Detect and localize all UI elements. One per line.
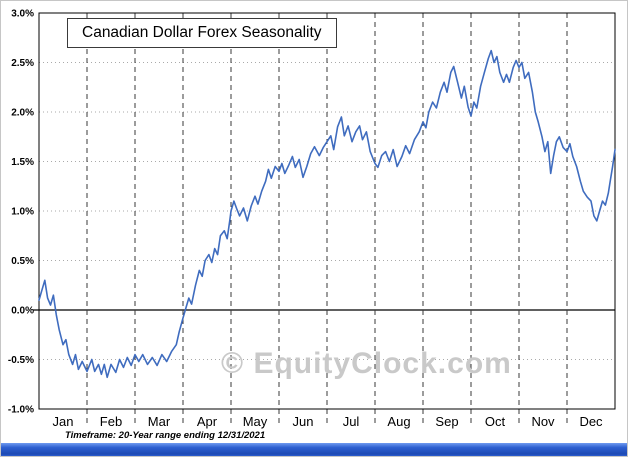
seasonality-line: [38, 49, 616, 379]
y-axis-label: 0.0%: [11, 306, 34, 317]
x-axis-label: Jul: [343, 414, 360, 429]
x-axis-label: Oct: [485, 414, 506, 429]
watermark: © EquityClock.com: [221, 347, 512, 380]
y-axis-label: 1.5%: [11, 157, 34, 168]
y-axis-label: 2.5%: [11, 58, 34, 69]
y-axis-label: 1.0%: [11, 207, 34, 218]
x-axis-label: Dec: [579, 414, 603, 429]
x-axis-label: Apr: [197, 414, 218, 429]
x-axis-label: Nov: [531, 414, 555, 429]
x-axis-label: Sep: [435, 414, 458, 429]
timeframe-footnote: Timeframe: 20-Year range ending 12/31/20…: [65, 430, 266, 441]
chart-title: Canadian Dollar Forex Seasonality: [82, 24, 322, 41]
y-axis-label: -1.0%: [8, 405, 34, 416]
y-axis-label: 3.0%: [11, 9, 34, 20]
x-axis-label: Jun: [293, 414, 314, 429]
y-axis-label: 0.5%: [11, 256, 34, 267]
y-axis-label: 2.0%: [11, 108, 34, 119]
x-axis-label: May: [243, 414, 268, 429]
x-axis-label: Feb: [100, 414, 122, 429]
window-bottom-bar: [1, 443, 627, 456]
y-axis-label: -0.5%: [8, 355, 34, 366]
chart-title-box: Canadian Dollar Forex Seasonality: [67, 18, 337, 48]
x-axis-label: Aug: [387, 414, 410, 429]
plot-border: [38, 12, 616, 410]
x-axis-label: Mar: [148, 414, 171, 429]
x-axis-label: Jan: [53, 414, 74, 429]
